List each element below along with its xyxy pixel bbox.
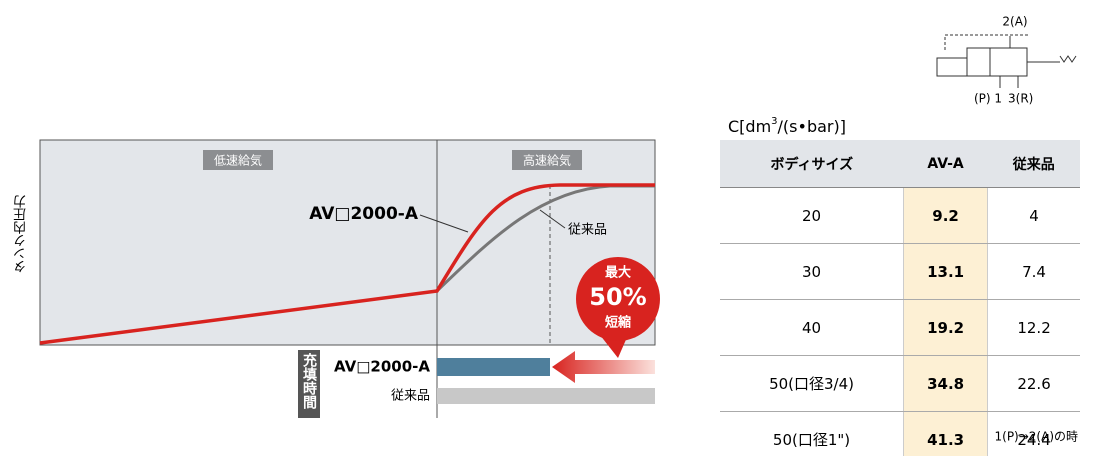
product-label: AV□2000-A <box>309 204 419 224</box>
cell: 4 <box>987 187 1080 244</box>
cell: 24.4 <box>987 411 1080 456</box>
unit: /(s•bar)] <box>778 117 846 136</box>
row-label: AV□2000-A <box>334 358 430 376</box>
port-label: 2(A) <box>1002 15 1027 29</box>
cell: 40 <box>720 299 904 356</box>
row: 50(口径1") 41.3 24.4 <box>720 411 1080 456</box>
conventional-bar <box>437 388 655 404</box>
port-label: 3(R) <box>1008 92 1033 106</box>
valve-symbol <box>936 34 1077 88</box>
cell: 50(口径3/4) <box>720 355 904 412</box>
conventional-curve <box>435 184 655 293</box>
arrow <box>552 351 655 383</box>
leader <box>419 214 469 233</box>
product-bar <box>437 358 550 376</box>
callout-text: 50% <box>589 283 646 311</box>
callout <box>576 257 660 341</box>
cell: 41.3 <box>903 411 989 456</box>
cell: 34.8 <box>903 355 989 412</box>
row: 20 9.2 4 <box>720 187 1080 244</box>
axis-label: 充填時間 <box>301 353 317 409</box>
y-label: タンク内圧力 <box>14 195 29 273</box>
row: 30 13.1 7.4 <box>720 243 1080 300</box>
phase-box <box>512 150 582 170</box>
header-row: ボディサイズ AV-A 従来品 <box>720 140 1080 188</box>
product-curve <box>39 183 655 345</box>
row-label: 従来品 <box>391 389 430 404</box>
leader <box>539 209 566 229</box>
header-cell: 従来品 <box>987 140 1080 188</box>
port-label: (P) 1 <box>974 92 1002 106</box>
callout-text: 最大 <box>605 265 631 281</box>
cell: 22.6 <box>987 355 1080 412</box>
cell: 7.4 <box>987 243 1080 300</box>
cell: 20 <box>720 187 904 244</box>
header-cell: AV-A <box>903 140 988 188</box>
graph-area <box>39 139 656 346</box>
cell: 13.1 <box>903 243 989 300</box>
cell: 9.2 <box>903 187 989 244</box>
cell: 12.2 <box>987 299 1080 356</box>
phase-label: 低速給気 <box>214 153 262 168</box>
axis-box <box>298 350 320 418</box>
unit-label: C[dm3/(s•bar)] <box>728 116 846 136</box>
cell: 50(口径1") <box>720 411 904 456</box>
cell: 30 <box>720 243 904 300</box>
spec-table: ボディサイズ AV-A 従来品 20 9.2 4 30 13.1 7.4 40 19.2 12.2 50… <box>720 140 1080 456</box>
phase-label: 高速給気 <box>523 153 571 168</box>
cell: 19.2 <box>903 299 989 356</box>
callout-text: 短縮 <box>605 315 631 331</box>
unit: C[dm <box>728 117 771 136</box>
row: 50(口径3/4) 34.8 22.6 <box>720 355 1080 412</box>
conventional-label: 従来品 <box>568 223 607 238</box>
phase-box <box>203 150 273 170</box>
header-cell: ボディサイズ <box>720 140 904 188</box>
row: 40 19.2 12.2 <box>720 299 1080 356</box>
unit: 3 <box>771 116 777 127</box>
